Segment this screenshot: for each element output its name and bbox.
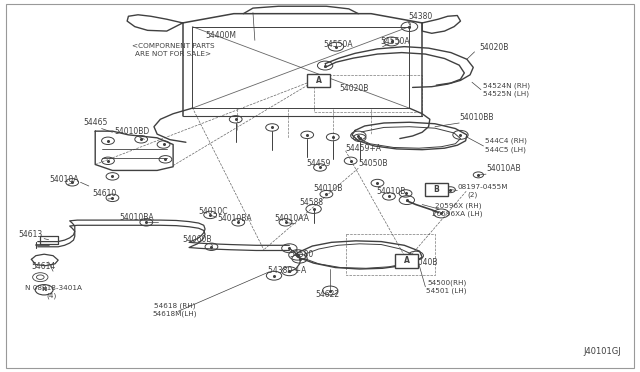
Text: 54400M: 54400M	[205, 31, 237, 39]
Text: 544C5 (LH): 544C5 (LH)	[484, 146, 525, 153]
FancyBboxPatch shape	[425, 183, 448, 196]
FancyBboxPatch shape	[307, 74, 330, 87]
Text: 54465: 54465	[84, 118, 108, 128]
Text: 54459+A: 54459+A	[346, 144, 381, 153]
Text: 54010BB: 54010BB	[460, 113, 493, 122]
Text: 54380: 54380	[408, 12, 433, 21]
Text: 54010B: 54010B	[376, 187, 406, 196]
Text: 54618 (RH): 54618 (RH)	[154, 302, 195, 309]
Text: 54010C: 54010C	[198, 208, 228, 217]
Text: 54010B: 54010B	[314, 185, 343, 193]
Text: (2): (2)	[467, 191, 477, 198]
Text: 54524N (RH): 54524N (RH)	[483, 83, 530, 89]
Text: 54622: 54622	[315, 290, 339, 299]
Text: 54614: 54614	[31, 262, 56, 271]
Text: N: N	[42, 287, 47, 292]
Text: 54550A: 54550A	[381, 37, 410, 46]
Text: 54618M(LH): 54618M(LH)	[153, 311, 197, 317]
Text: 54010A: 54010A	[49, 175, 79, 184]
Text: 54040B: 54040B	[408, 258, 438, 267]
Text: 08197-0455M: 08197-0455M	[458, 184, 508, 190]
Text: 54613: 54613	[19, 230, 43, 238]
Text: 20596X (RH): 20596X (RH)	[435, 202, 481, 209]
Text: 54010AB: 54010AB	[486, 164, 521, 173]
Text: 54380 +A: 54380 +A	[268, 266, 306, 275]
Text: <COMPORNENT PARTS: <COMPORNENT PARTS	[132, 43, 214, 49]
Text: 54020B: 54020B	[479, 43, 509, 52]
Text: 54501 (LH): 54501 (LH)	[426, 288, 467, 294]
Text: 544C4 (RH): 544C4 (RH)	[484, 138, 527, 144]
Text: B: B	[433, 185, 439, 194]
Text: 54010BA: 54010BA	[120, 212, 154, 222]
Text: 54010BD: 54010BD	[115, 126, 150, 136]
Text: 54580: 54580	[289, 250, 314, 259]
Text: (4): (4)	[47, 292, 57, 299]
Text: 54459: 54459	[306, 159, 330, 168]
Text: N 08918-3401A: N 08918-3401A	[25, 285, 82, 291]
Text: A: A	[404, 256, 410, 265]
Text: 54500(RH): 54500(RH)	[428, 280, 467, 286]
Text: 54050B: 54050B	[358, 159, 388, 168]
Text: J40101GJ: J40101GJ	[584, 347, 621, 356]
Text: 20596XA (LH): 20596XA (LH)	[432, 211, 483, 217]
FancyBboxPatch shape	[396, 254, 419, 267]
Text: ARE NOT FOR SALE>: ARE NOT FOR SALE>	[135, 51, 211, 57]
Text: 54010BA: 54010BA	[218, 214, 252, 223]
Text: 54020B: 54020B	[339, 84, 369, 93]
Text: 54610: 54610	[93, 189, 117, 198]
Text: 54588: 54588	[300, 198, 324, 207]
Text: A: A	[316, 76, 322, 85]
Text: 54550A: 54550A	[323, 40, 353, 49]
Text: 54060B: 54060B	[182, 235, 212, 244]
Text: 54010AA: 54010AA	[274, 214, 309, 223]
Text: 54525N (LH): 54525N (LH)	[483, 90, 529, 97]
